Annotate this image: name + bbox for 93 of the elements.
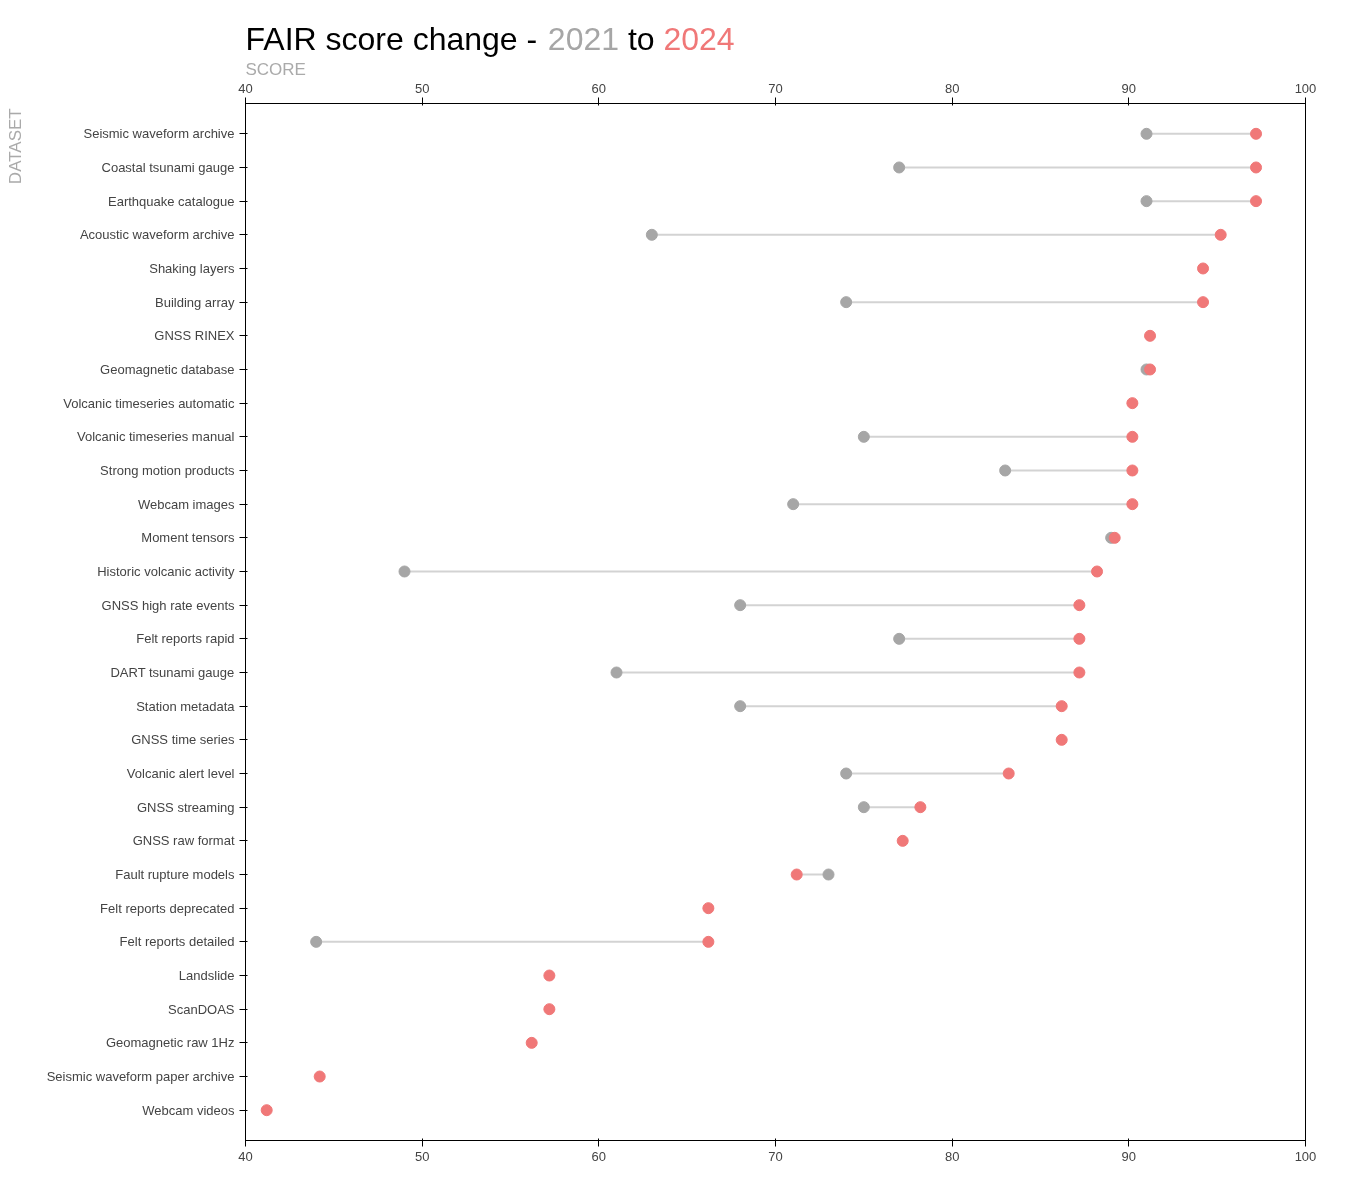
point: [310, 935, 323, 948]
y-tick-label: GNSS streaming: [136, 799, 235, 815]
point: [1126, 498, 1139, 511]
x-axis-title: SCORE: [245, 59, 306, 79]
x2-tick-label: 40: [238, 1148, 253, 1164]
x2-tick-label: 90: [1121, 1148, 1137, 1164]
point: [313, 1070, 326, 1083]
y-tick-label: Webcam images: [137, 496, 235, 512]
point: [1140, 195, 1153, 208]
x-tick-label: 100: [1294, 80, 1317, 96]
y-tick-label: Fault rupture models: [115, 867, 235, 883]
point: [398, 565, 411, 578]
x2-tick-label: 80: [944, 1148, 960, 1164]
point: [914, 801, 927, 814]
x-tick-label: 70: [768, 80, 783, 96]
y-tick-label: Landslide: [178, 968, 235, 984]
point: [1126, 430, 1139, 443]
y-tick-label: Station metadata: [136, 698, 236, 714]
y-tick-label: Felt reports detailed: [119, 934, 235, 950]
point: [787, 498, 800, 511]
x-tick-label: 50: [414, 80, 430, 96]
y-tick-label: Felt reports rapid: [136, 631, 235, 647]
point: [1250, 161, 1263, 174]
point: [543, 1003, 556, 1016]
point: [734, 700, 747, 713]
y-tick-label: Moment tensors: [141, 530, 235, 546]
point: [1091, 565, 1104, 578]
point: [1214, 228, 1227, 241]
point: [1073, 632, 1086, 645]
x2-tick-label: 70: [768, 1148, 783, 1164]
y-tick-label: Coastal tsunami gauge: [101, 159, 235, 175]
x-tick-label: 40: [238, 80, 253, 96]
point: [1126, 464, 1139, 477]
point: [840, 296, 853, 309]
y-tick-label: Seismic waveform paper archive: [46, 1069, 235, 1085]
point: [1073, 666, 1086, 679]
point: [1197, 262, 1210, 275]
y-tick-label: GNSS raw format: [132, 833, 235, 849]
y-tick-label: Volcanic alert level: [126, 766, 235, 782]
x-tick-label: 90: [1121, 80, 1137, 96]
point: [1140, 127, 1153, 140]
chart-title: FAIR score change - 2021 to 2024: [245, 20, 735, 57]
point: [1073, 599, 1086, 612]
y-axis-title: DATASET: [6, 108, 25, 185]
point: [734, 599, 747, 612]
y-tick-label: Shaking layers: [149, 260, 235, 276]
point: [702, 902, 715, 915]
y-tick-label: Earthquake catalogue: [108, 193, 235, 209]
y-tick-label: Historic volcanic activity: [97, 564, 235, 579]
point: [857, 430, 870, 443]
point: [645, 228, 658, 241]
point: [1055, 733, 1068, 746]
y-tick-label: Geomagnetic database: [100, 361, 235, 377]
y-tick-label: GNSS RINEX: [154, 328, 235, 344]
y-tick-label: Volcanic timeseries manual: [76, 429, 235, 445]
y-tick-label: Volcanic timeseries automatic: [63, 395, 235, 411]
point: [702, 935, 715, 948]
point: [896, 834, 909, 847]
x2-tick-label: 50: [414, 1148, 430, 1164]
y-tick-label: Acoustic waveform archive: [79, 227, 235, 243]
point: [857, 801, 870, 814]
point: [525, 1036, 538, 1049]
x-tick-label: 60: [591, 80, 607, 96]
point: [1144, 363, 1157, 376]
x2-tick-label: 60: [591, 1148, 607, 1164]
point: [1126, 397, 1139, 410]
x2-tick-label: 100: [1294, 1148, 1317, 1164]
point: [1002, 767, 1015, 780]
y-tick-label: ScanDOAS: [168, 1001, 235, 1017]
point: [999, 464, 1012, 477]
point: [893, 632, 906, 645]
x-tick-label: 80: [944, 80, 960, 96]
y-tick-label: Geomagnetic raw 1Hz: [105, 1035, 235, 1051]
point: [543, 969, 556, 982]
point: [790, 868, 803, 881]
point: [610, 666, 623, 679]
y-tick-label: GNSS high rate events: [101, 597, 235, 613]
point: [1144, 329, 1157, 342]
point: [1197, 296, 1210, 309]
point: [893, 161, 906, 174]
y-tick-label: Webcam videos: [142, 1102, 235, 1118]
y-tick-label: Strong motion products: [100, 462, 235, 478]
point: [260, 1104, 273, 1117]
point: [1250, 195, 1263, 208]
y-tick-label: Seismic waveform archive: [83, 126, 235, 142]
point: [1250, 127, 1263, 140]
y-tick-label: Building array: [155, 294, 235, 310]
point: [840, 767, 853, 780]
y-tick-label: Felt reports deprecated: [100, 900, 235, 916]
y-tick-label: DART tsunami gauge: [110, 665, 235, 680]
point: [822, 868, 835, 881]
y-tick-label: GNSS time series: [131, 732, 235, 748]
point: [1055, 700, 1068, 713]
